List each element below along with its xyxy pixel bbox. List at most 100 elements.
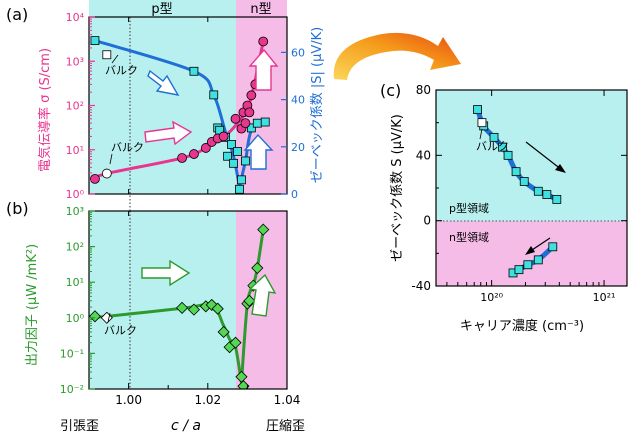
y-tick-label: 80 [416,83,431,97]
p-type-point [511,167,521,177]
y-tick-label-left: 10² [66,100,84,113]
seebeck-c-axis-label: ゼーベック係数 S (μV/K) [390,114,405,262]
sigma-point [258,36,269,47]
sigma-point [177,153,187,163]
seebeck-point [237,175,246,185]
pf-axis-label: 出力因子 (μW /mK²) [25,244,40,366]
panel-b-frame [88,210,288,390]
pf-point [229,336,242,349]
panel-a-ticks: 10⁰ 10¹ 10² 10³ 10⁴ 0 20 40 60 [66,11,305,201]
curved-transition-arrow [333,32,461,80]
bulk-label-seebeck: バルク [105,64,138,77]
x-tick-label: 1.00 [115,393,142,407]
pf-point [251,261,264,275]
panel-a-label: (a) [6,5,28,24]
p-type-point [552,195,562,204]
n-type-point [514,265,524,275]
bulk-leader-sigma [109,153,113,165]
y-tick-label-left: 10⁰ [66,188,85,201]
p-trend-arrowhead [555,164,566,173]
bulk-leader-seebeck [111,54,119,64]
seebeck-point [252,118,262,128]
pf-n-trend-arrow [248,273,277,317]
p-region-label-c: p型領域 [449,201,489,215]
p-type-point [542,190,552,199]
sigma-point [200,143,211,153]
y-tick-label-right: 0 [291,188,298,201]
panel-a: p型 n型 10⁰ 10¹ 10² 10³ 10⁴ 0 20 40 60 (a) 電気伝導率 σ… [6,0,325,389]
seebeck-point [90,36,100,45]
seebeck-point [233,147,242,156]
n-type-point [533,255,543,265]
x-tick-label: 1.02 [194,393,221,407]
sigma-point [240,118,251,129]
pf-point [187,303,201,316]
sigma-trend-arrow [144,120,193,146]
y-tick-label-right: 60 [291,46,305,59]
n-region-label: n型 [250,2,271,17]
pf-trend-arrow [141,259,191,287]
p-region-label: p型 [151,2,172,17]
x-tick-label: 10²⁰ [480,291,503,304]
seebeck-point [235,184,244,194]
panel-c-label: (c) [380,81,401,100]
y-tick-label: 0 [423,214,431,228]
y-tick-label: 10³ [66,205,84,218]
y-tick-label: 10⁰ [66,312,85,325]
bulk-label-sigma: バルク [111,141,144,154]
trend-arrows-a [144,48,279,170]
sigma-point [189,149,199,159]
p-type-point [533,186,543,196]
y-tick-label: 10⁻¹ [60,347,84,360]
pf-point [211,302,224,315]
sigma-n-trend-arrow [248,48,279,91]
y-tick-label: 10¹ [66,276,84,289]
p-type-point [503,150,513,160]
n-region-label-c: n型領域 [449,230,489,244]
p-type-bulk-point [477,118,487,128]
sigma-point [230,113,241,124]
panel-c: -40 0 40 80 10²⁰ 10²¹ (c) ゼーベック係数 S (μV/K) キャ… [380,81,628,334]
pf-point [217,325,230,339]
seebeck-point [227,140,236,149]
p-type-point [489,132,499,142]
y-tick-label-right: 20 [291,141,305,154]
y-tick-label: 10² [66,241,84,254]
x-axis-label-ca: c / a [171,418,201,434]
y-tick-label-left: 10³ [66,55,84,68]
panel-b: 1.00 1.02 1.04 10⁻² 10⁻¹ 10⁰ 10¹ 10² 10³ (b) 出力因… [6,199,305,434]
p-region-background [436,90,627,221]
p-region-header [89,0,236,17]
seebeck-axis-label: ゼーベック係数 |S| (μV/K) [310,27,325,184]
sigma-axis-label: 電気伝導率 σ (S/cm) [37,48,53,172]
seebeck-point [209,90,219,100]
n-region-header [236,0,287,17]
pf-point [175,301,189,314]
sigma-bulk-point [101,168,112,179]
p-type-point [498,142,507,152]
y-tick-label-right: 40 [291,94,305,107]
y-tick-label: 10⁻² [60,383,84,396]
compressive-strain-label: 圧縮歪 [266,418,305,434]
seebeck-point [223,151,233,161]
seebeck-point [189,66,199,76]
carrier-conc-axis-label: キャリア濃度 (cm⁻³) [460,318,584,334]
seebeck-n-trend-arrow [243,133,274,170]
y-tick-label: 40 [416,148,431,162]
y-tick-label-left: 10¹ [66,144,84,157]
sigma-point [246,90,257,101]
panel-c-data [473,105,562,278]
panel-c-ticks: -40 0 40 80 10²⁰ 10²¹ [411,83,627,304]
p-type-point [473,105,482,114]
pf-point [243,294,256,307]
tensile-strain-label: 引張歪 [60,419,99,434]
seebeck-point [260,117,270,127]
p-type-point [519,177,529,186]
bulk-leader-c [479,128,483,140]
bulk-label-c: バルク [476,140,509,153]
x-tick-label: 1.04 [274,393,301,407]
sigma-point [244,107,255,118]
n-trend-arrowhead [525,246,535,255]
n-region-background [436,221,627,286]
